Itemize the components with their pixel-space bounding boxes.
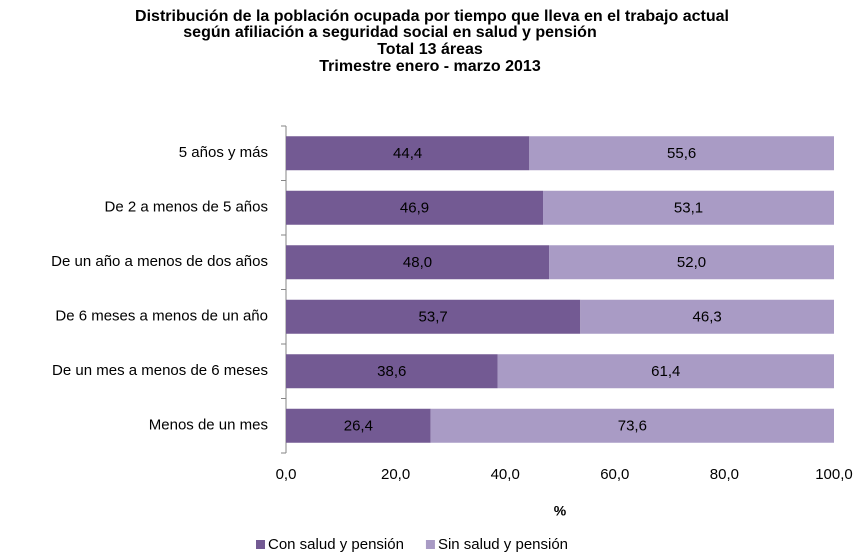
value-label: 48,0 xyxy=(403,254,432,271)
legend-swatch xyxy=(256,540,265,549)
x-tick-label: 0,0 xyxy=(276,466,297,483)
y-tick-label: De 2 a menos de 5 años xyxy=(105,199,268,216)
value-label: 73,6 xyxy=(618,418,647,435)
bar xyxy=(286,136,530,171)
legend-label: Sin salud y pensión xyxy=(438,536,568,553)
value-label: 46,3 xyxy=(693,309,722,326)
x-tick-label: 100,0 xyxy=(815,466,853,483)
value-label: 26,4 xyxy=(344,418,373,435)
bar xyxy=(497,354,834,389)
bar xyxy=(430,408,834,443)
legend-swatch xyxy=(425,540,435,549)
value-label: 53,7 xyxy=(419,309,448,326)
y-tick-label: De un año a menos de dos años xyxy=(51,253,268,270)
x-tick-label: 20,0 xyxy=(381,466,410,483)
legend-label: Con salud y pensión xyxy=(268,536,404,553)
value-label: 46,9 xyxy=(400,200,429,217)
value-label: 38,6 xyxy=(377,363,406,380)
chart-title: Trimestre enero - marzo 2013 xyxy=(319,58,541,75)
value-label: 55,6 xyxy=(667,145,696,162)
bar xyxy=(529,136,834,171)
bar xyxy=(286,354,498,389)
bar xyxy=(580,299,834,334)
value-label: 53,1 xyxy=(674,200,703,217)
bar xyxy=(549,245,834,280)
value-label: 44,4 xyxy=(393,145,422,162)
bar xyxy=(286,245,550,280)
bar xyxy=(286,299,581,334)
bar xyxy=(543,190,834,225)
x-tick-label: 80,0 xyxy=(710,466,739,483)
chart-title: Distribución de la población ocupada por… xyxy=(135,8,729,25)
bar xyxy=(286,408,431,443)
value-label: 61,4 xyxy=(651,363,680,380)
y-tick-label: De un mes a menos de 6 meses xyxy=(52,362,268,379)
y-tick-label: Menos de un mes xyxy=(149,417,268,434)
x-axis-label: % xyxy=(554,503,567,519)
x-tick-label: 60,0 xyxy=(600,466,629,483)
value-label: 52,0 xyxy=(677,254,706,271)
chart-title: según afiliación a seguridad social en s… xyxy=(183,24,596,41)
y-tick-label: 5 años y más xyxy=(179,144,268,161)
x-tick-label: 40,0 xyxy=(491,466,520,483)
y-tick-label: De 6 meses a menos de un año xyxy=(55,308,268,325)
bar xyxy=(286,190,544,225)
chart-title: Total 13 áreas xyxy=(377,41,483,58)
